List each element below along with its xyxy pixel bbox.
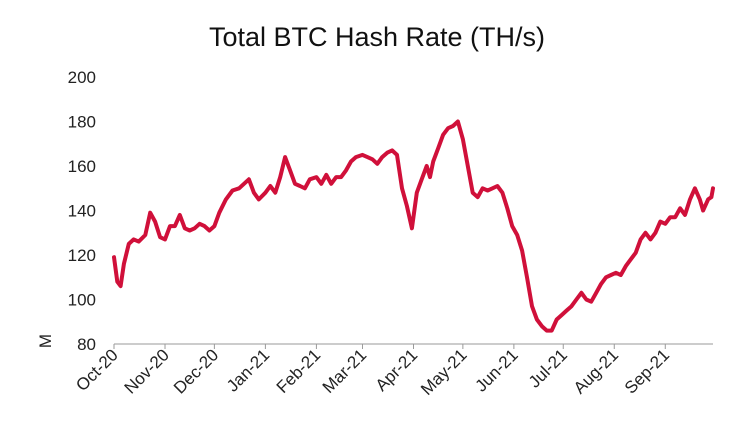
x-tick-label: Apr-21 — [372, 345, 422, 395]
x-tick-label: Jan-21 — [223, 345, 273, 395]
y-axis-unit-label: M — [36, 334, 55, 348]
y-tick-label: 160 — [68, 157, 96, 176]
x-tick-label: Mar-21 — [319, 345, 371, 397]
x-tick-label: Jun-21 — [472, 345, 522, 395]
x-tick-label: Jul-21 — [525, 345, 571, 391]
x-tick-label: Feb-21 — [273, 345, 325, 397]
x-tick-label: Dec-20 — [170, 345, 222, 397]
x-tick-label: Sep-21 — [621, 345, 673, 397]
y-axis-tick-labels: 80 100 120 140 160 180 200 — [68, 68, 96, 354]
y-tick-label: 140 — [68, 202, 96, 221]
hash-rate-series-line — [112, 119, 715, 333]
y-tick-label: 80 — [77, 335, 96, 354]
x-tick-label: Nov-20 — [121, 345, 173, 397]
y-tick-label: 180 — [68, 113, 96, 132]
y-tick-label: 100 — [68, 291, 96, 310]
x-tick-label: Aug-21 — [570, 345, 622, 397]
x-tick-label: May-21 — [417, 345, 471, 399]
y-tick-label: 200 — [68, 68, 96, 87]
chart-title: Total BTC Hash Rate (TH/s) — [209, 22, 545, 52]
y-tick-label: 120 — [68, 246, 96, 265]
